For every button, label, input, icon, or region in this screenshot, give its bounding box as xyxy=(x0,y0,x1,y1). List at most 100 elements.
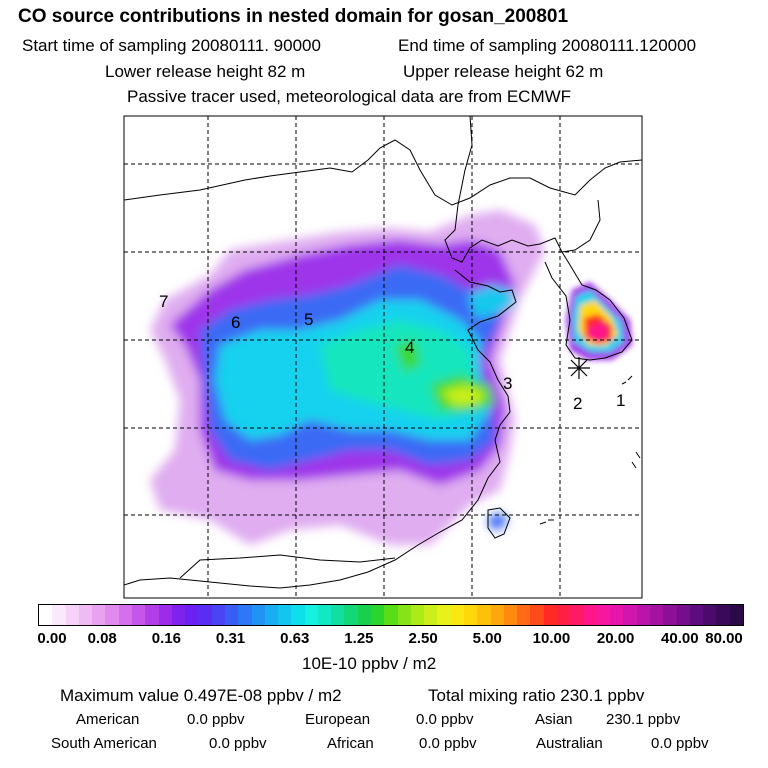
region-label-3: 3 xyxy=(503,374,512,393)
colorbar-segment xyxy=(384,605,398,625)
colorbar-segment xyxy=(464,605,478,625)
australian-label: Australian xyxy=(536,735,603,752)
colorbar-segment xyxy=(198,605,212,625)
plot-title: CO source contributions in nested domain… xyxy=(18,6,569,27)
asian-label: Asian xyxy=(535,711,573,728)
colorbar-segment xyxy=(331,605,345,625)
lower-release-text: Lower release height 82 m xyxy=(105,62,306,81)
colorbar-segment xyxy=(357,605,372,625)
colorbar-segment xyxy=(211,605,225,625)
colorbar-segment xyxy=(716,605,730,625)
colorbar-segment xyxy=(517,605,531,625)
concentration-field xyxy=(150,210,632,545)
taiwan-patch xyxy=(488,512,508,530)
colorbar-segment xyxy=(238,605,252,625)
map-frame xyxy=(123,115,643,599)
colorbar-segment xyxy=(145,605,159,625)
colorbar-segment xyxy=(490,605,504,625)
colorbar-segment xyxy=(317,605,332,625)
start-sampling-text: Start time of sampling 20080111. 90000 xyxy=(22,36,321,55)
colorbar-segment xyxy=(623,605,637,625)
colorbar-segment xyxy=(92,605,106,625)
european-value: 0.0 ppbv xyxy=(416,711,474,728)
region-label-1: 1 xyxy=(616,391,625,410)
south-american-value: 0.0 ppbv xyxy=(209,735,267,752)
colorbar-segment xyxy=(118,605,132,625)
colorbar-segment xyxy=(251,605,265,625)
colorbar-tick-label: 2.50 xyxy=(408,630,438,647)
shandong-patch xyxy=(468,285,515,318)
colorbar-tick-label: 10.00 xyxy=(532,630,571,647)
colorbar-segment xyxy=(676,605,690,625)
plume-yellowgreen xyxy=(440,385,485,406)
end-sampling-text: End time of sampling 20080111.120000 xyxy=(398,36,697,55)
colorbar-tick-label: 40.00 xyxy=(661,630,699,647)
colorbar-segment xyxy=(278,605,292,625)
colorbar-segment xyxy=(65,605,79,625)
colorbar-tick-label: 0.63 xyxy=(280,630,310,647)
colorbar-segment xyxy=(185,605,199,625)
colorbar-segment xyxy=(39,605,53,625)
colorbar-segment xyxy=(171,605,186,625)
colorbar-tick-label: 0.00 xyxy=(37,630,67,647)
colorbar-segment xyxy=(729,605,743,625)
total-mixing-text: Total mixing ratio 230.1 ppbv xyxy=(428,686,645,705)
colorbar-tick-label: 80.00 xyxy=(705,630,743,647)
colorbar-segment xyxy=(610,605,624,625)
colorbar-segment xyxy=(596,605,611,625)
colorbar-segment xyxy=(397,605,411,625)
colorbar-segment xyxy=(371,605,385,625)
colorbar-segment xyxy=(703,605,717,625)
colorbar-tick-label: 5.00 xyxy=(472,630,502,647)
colorbar-units: 10E-10 ppbv / m2 xyxy=(302,654,437,673)
colorbar-segment xyxy=(291,605,305,625)
colorbar-segment xyxy=(424,605,438,625)
african-label: African xyxy=(327,735,374,752)
region-label-4: 4 xyxy=(405,338,414,357)
colorbar-tick-label: 20.00 xyxy=(596,630,635,647)
south-american-label: South American xyxy=(51,735,157,752)
colorbar-segment xyxy=(437,605,451,625)
colorbar-segment xyxy=(530,605,544,625)
asian-value: 230.1 ppbv xyxy=(606,711,681,728)
colorbar-segment xyxy=(663,605,677,625)
korea-magenta xyxy=(588,322,610,342)
colorbar-segment xyxy=(689,605,704,625)
colorbar-segment xyxy=(410,605,425,625)
american-label: American xyxy=(76,711,140,728)
colorbar-tick-label: 1.25 xyxy=(344,630,374,647)
graticule xyxy=(124,116,642,598)
colorbar-segment xyxy=(570,605,584,625)
colorbar-segment xyxy=(450,605,464,625)
colorbar-segment xyxy=(105,605,119,625)
tracer-note-text: Passive tracer used, meteorological data… xyxy=(127,87,572,106)
colorbar-segment xyxy=(503,605,518,625)
colorbar-segment xyxy=(131,605,146,625)
african-value: 0.0 ppbv xyxy=(419,735,477,752)
region-label-7: 7 xyxy=(159,292,168,311)
colorbar-segment xyxy=(264,605,279,625)
colorbar-segment xyxy=(583,605,597,625)
region-label-2: 2 xyxy=(573,394,582,413)
colorbar-segment xyxy=(477,605,491,625)
colorbar-segment xyxy=(304,605,318,625)
colorbar-tick-label: 0.08 xyxy=(87,630,117,647)
colorbar-segment xyxy=(78,605,93,625)
colorbar xyxy=(38,604,744,626)
colorbar-segment xyxy=(52,605,66,625)
colorbar-segment xyxy=(158,605,172,625)
region-label-5: 5 xyxy=(304,310,313,329)
american-value: 0.0 ppbv xyxy=(187,711,245,728)
colorbar-segment xyxy=(224,605,239,625)
contribution-map: 7 6 5 4 3 2 1 xyxy=(123,115,643,599)
receptor-asterisk-icon xyxy=(568,357,590,379)
upper-release-text: Upper release height 62 m xyxy=(403,62,604,81)
european-label: European xyxy=(305,711,371,728)
australian-value: 0.0 ppbv xyxy=(651,735,709,752)
colorbar-segment xyxy=(636,605,650,625)
colorbar-segment xyxy=(556,605,571,625)
region-label-6: 6 xyxy=(231,313,240,332)
colorbar-segment xyxy=(344,605,358,625)
colorbar-segment xyxy=(543,605,557,625)
max-value-text: Maximum value 0.497E-08 ppbv / m2 xyxy=(60,686,342,705)
